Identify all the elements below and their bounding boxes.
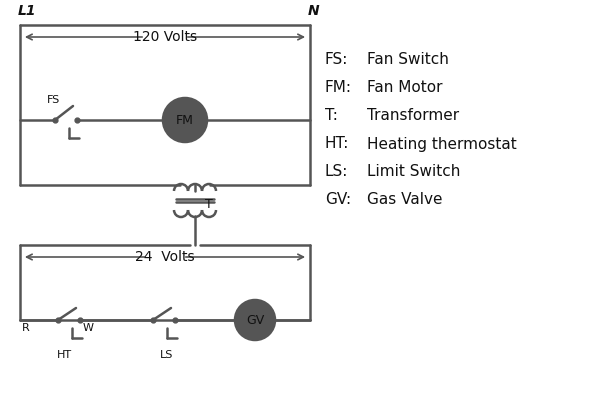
Text: LS:: LS: [325, 164, 348, 180]
Text: Fan Motor: Fan Motor [367, 80, 442, 96]
Text: GV: GV [246, 314, 264, 326]
Text: Fan Switch: Fan Switch [367, 52, 449, 68]
Text: FM: FM [176, 114, 194, 126]
Text: L1: L1 [18, 4, 37, 18]
Circle shape [235, 300, 275, 340]
Text: FM:: FM: [325, 80, 352, 96]
Text: 120 Volts: 120 Volts [133, 30, 197, 44]
Text: GV:: GV: [325, 192, 351, 208]
Circle shape [163, 98, 207, 142]
Text: Heating thermostat: Heating thermostat [367, 136, 517, 152]
Text: T:: T: [325, 108, 338, 124]
Text: Transformer: Transformer [367, 108, 459, 124]
Text: FS: FS [47, 95, 60, 105]
Text: LS: LS [160, 350, 173, 360]
Text: HT: HT [57, 350, 71, 360]
Text: FS:: FS: [325, 52, 348, 68]
Text: T: T [205, 198, 213, 210]
Text: Gas Valve: Gas Valve [367, 192, 442, 208]
Text: HT:: HT: [325, 136, 349, 152]
Text: N: N [308, 4, 320, 18]
Text: W: W [83, 323, 94, 333]
Text: 24  Volts: 24 Volts [135, 250, 195, 264]
Text: R: R [22, 323, 30, 333]
Text: Limit Switch: Limit Switch [367, 164, 460, 180]
